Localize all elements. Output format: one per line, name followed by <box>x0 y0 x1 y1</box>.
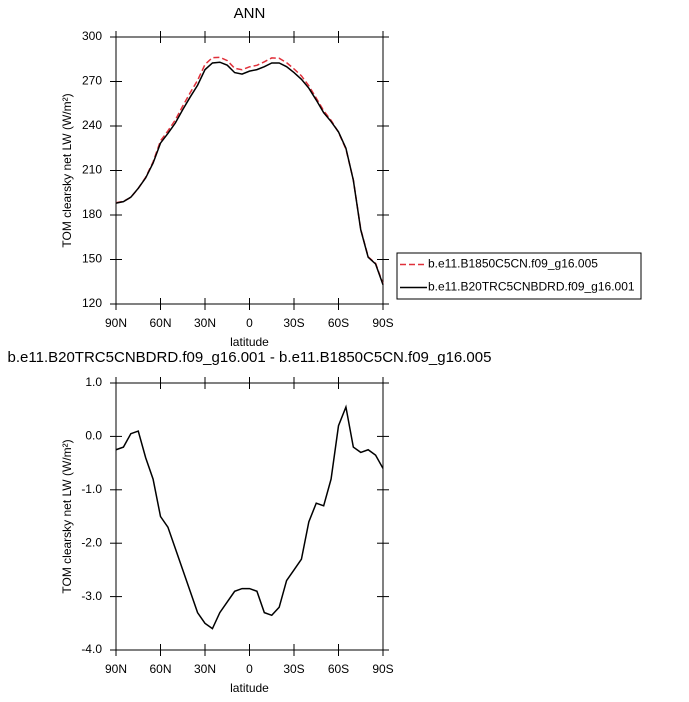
y-tick-label: 300 <box>82 29 102 43</box>
legend-label: b.e11.B1850C5CN.f09_g16.005 <box>428 257 598 271</box>
x-tick-label: 90N <box>105 316 127 330</box>
x-tick-label: 30S <box>283 316 304 330</box>
x-tick-label: 0 <box>246 662 253 676</box>
x-tick-label: 90N <box>105 662 127 676</box>
y-axis-label: TOM clearsky net LW (W/m²) <box>60 93 74 247</box>
x-tick-label: 30S <box>283 662 304 676</box>
y-tick-label: -3.0 <box>81 589 102 603</box>
plot-frame <box>115 382 384 651</box>
y-tick-label: 180 <box>82 207 102 221</box>
x-axis-label: latitude <box>230 681 269 695</box>
y-axis-label: TOM clearsky net LW (W/m²) <box>60 439 74 593</box>
x-tick-label: 30N <box>194 662 216 676</box>
legend-label: b.e11.B20TRC5CNBDRD.f09_g16.001 <box>428 280 635 294</box>
y-tick-label: 0.0 <box>85 429 102 443</box>
x-tick-label: 60S <box>328 662 349 676</box>
data-line <box>115 56 384 285</box>
x-tick-label: 30N <box>194 316 216 330</box>
y-tick-label: -1.0 <box>81 482 102 496</box>
plot-frame <box>115 36 384 305</box>
x-tick-label: 90S <box>372 316 393 330</box>
y-tick-label: -4.0 <box>81 642 102 656</box>
x-tick-label: 60N <box>149 662 171 676</box>
x-tick-label: 90S <box>372 662 393 676</box>
data-line <box>115 404 384 630</box>
chart-title: ANN <box>234 5 266 22</box>
chart-title: b.e11.B20TRC5CNBDRD.f09_g16.001 - b.e11.… <box>8 349 492 366</box>
x-tick-label: 60S <box>328 316 349 330</box>
y-tick-label: 1.0 <box>85 375 102 389</box>
y-tick-label: 210 <box>82 163 102 177</box>
legend-box <box>396 252 642 300</box>
x-tick-label: 60N <box>149 316 171 330</box>
y-tick-label: 240 <box>82 118 102 132</box>
x-tick-label: 0 <box>246 316 253 330</box>
x-axis-label: latitude <box>230 335 269 349</box>
data-line <box>115 61 384 285</box>
y-tick-label: -2.0 <box>81 535 102 549</box>
y-tick-label: 120 <box>82 296 102 310</box>
y-tick-label: 150 <box>82 252 102 266</box>
y-tick-label: 270 <box>82 74 102 88</box>
